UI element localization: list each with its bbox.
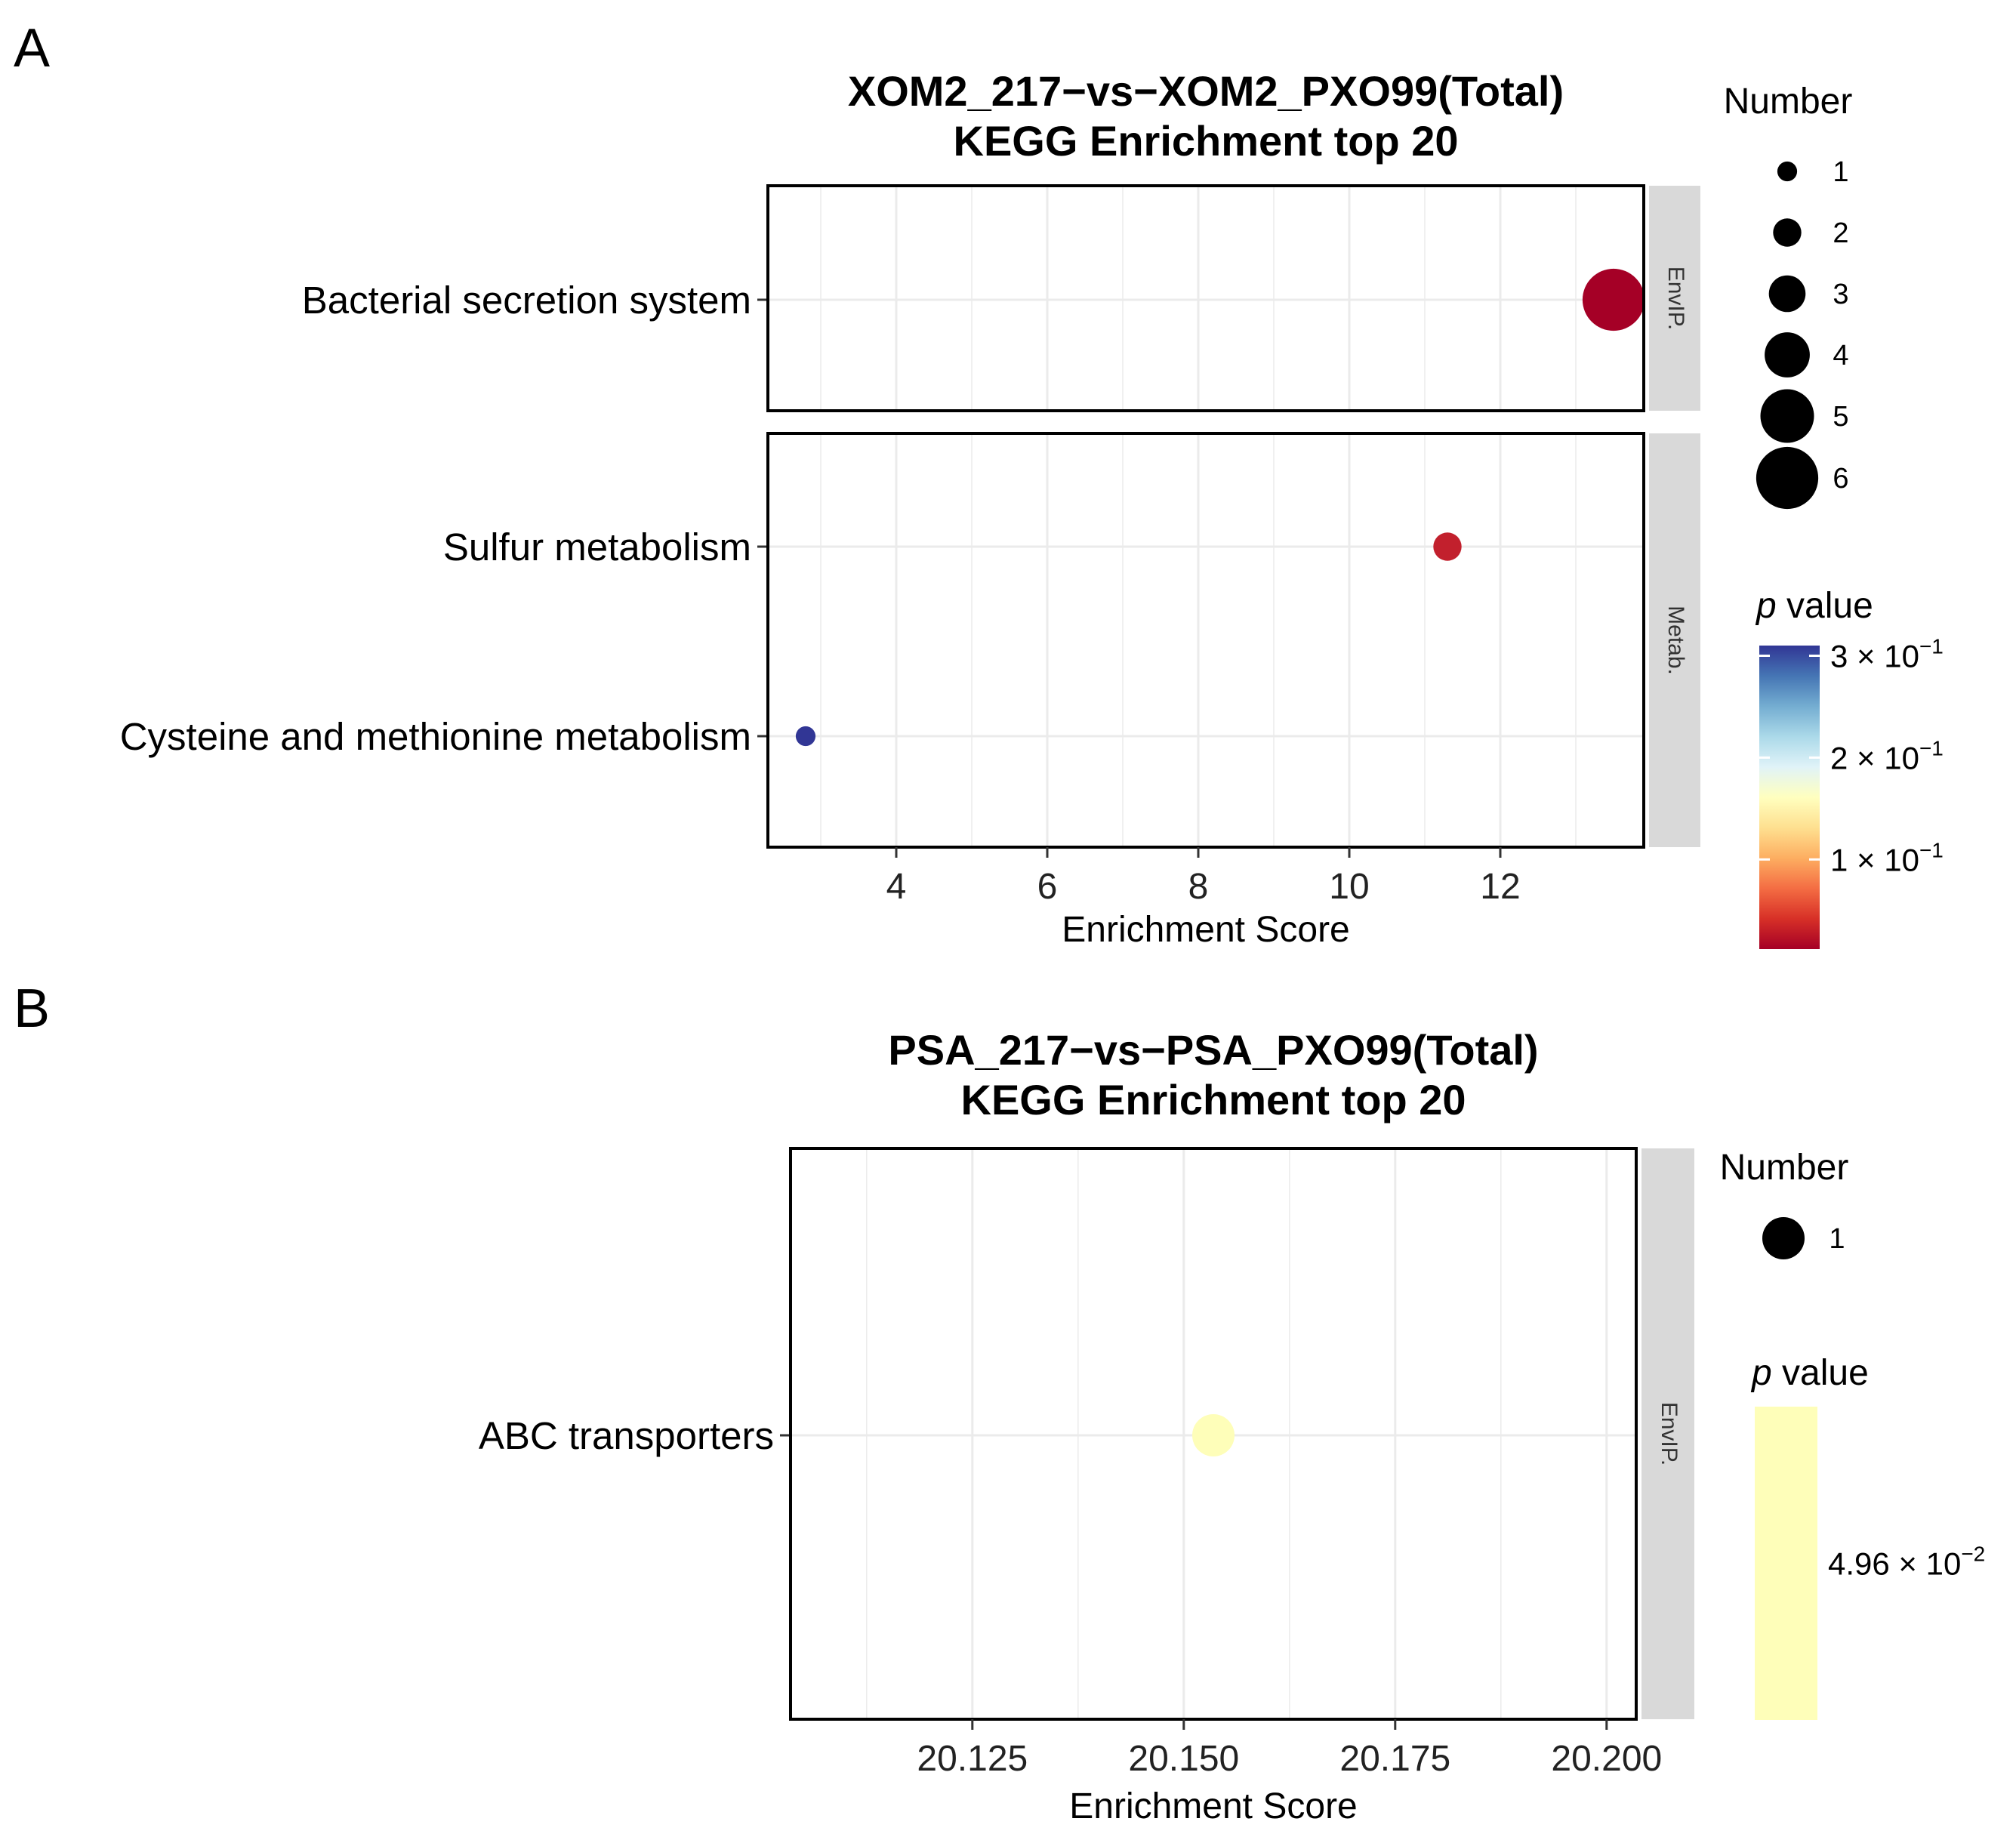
colorbar-tick-base: 1 × 10 <box>1830 842 1919 877</box>
size-legend-label: 4 <box>1833 340 1848 371</box>
facet-strip-label: Metab. <box>1663 606 1688 675</box>
chart-title-line: XOM2_217−vs−XOM2_PXO99(Total) <box>848 67 1564 115</box>
size-legend-title: Number <box>1724 82 1853 122</box>
facet-strip-label: EnvIP. <box>1657 1402 1682 1466</box>
plot-background <box>768 433 1644 847</box>
y-tick-label: Cysteine and methionine metabolism <box>120 715 751 758</box>
colorbar-tick-base: 4.96 × 10 <box>1828 1546 1961 1582</box>
size-legend-label: 5 <box>1833 401 1848 433</box>
facet-strip <box>1649 186 1700 411</box>
size-legend-label: 1 <box>1833 156 1848 188</box>
x-tick-label: 4 <box>886 867 907 907</box>
y-tick-label: Sulfur metabolism <box>443 526 751 569</box>
facet-panel: Sulfur metabolism Cysteine and methionine… <box>120 432 1700 849</box>
colorbar-tick-base: 3 × 10 <box>1830 638 1919 673</box>
data-point <box>795 726 816 747</box>
facet-panel: Bacterial secretion system EnvIP. <box>302 184 1700 412</box>
size-legend-key <box>1777 161 1798 182</box>
x-tick-label: 12 <box>1480 867 1520 907</box>
panel-b: B PSA_217−vs−PSA_PXO99(Total)KEGG Enrichm… <box>14 979 1985 1826</box>
plot-background <box>768 186 1644 411</box>
facet-strip <box>1649 433 1700 847</box>
colorbar <box>1755 1407 1817 1720</box>
colorbar <box>1759 646 1820 949</box>
x-tick-label: 20.125 <box>917 1739 1028 1779</box>
color-legend-title: p value <box>1755 586 1873 626</box>
chart-title-line: KEGG Enrichment top 20 <box>961 1076 1466 1123</box>
size-legend-label: 6 <box>1833 463 1848 495</box>
size-legend-label: 3 <box>1833 279 1848 310</box>
size-legend-key <box>1773 218 1802 247</box>
panel-letter: B <box>14 979 50 1039</box>
size-legend-key <box>1762 1217 1805 1259</box>
chart-title-line: PSA_217−vs−PSA_PXO99(Total) <box>888 1026 1538 1074</box>
size-legend-key <box>1756 446 1819 510</box>
x-axis-title: Enrichment Score <box>1069 1786 1358 1826</box>
size-legend-label: 1 <box>1829 1223 1845 1255</box>
x-tick-label: 6 <box>1037 867 1058 907</box>
plot-frame <box>766 432 1645 849</box>
y-tick-label: Bacterial secretion system <box>302 279 751 322</box>
plot-frame <box>766 184 1645 412</box>
colorbar-tick-exponent: −1 <box>1919 838 1944 861</box>
color-legend-title-rest: value <box>1777 586 1873 626</box>
color-legend-title-italic: p <box>1755 586 1777 626</box>
x-tick-label: 20.200 <box>1551 1739 1662 1779</box>
colorbar-tick-label: 2 × 10−1 <box>1830 736 1944 775</box>
colorbar-tick-exponent: −2 <box>1961 1543 1985 1566</box>
panel-letter: A <box>14 18 50 79</box>
size-legend-label: 2 <box>1833 217 1848 249</box>
colorbar-tick-label: 4.96 × 10−2 <box>1828 1543 1985 1582</box>
colorbar-tick-label: 1 × 10−1 <box>1830 838 1944 877</box>
facet-strip-label: EnvIP. <box>1663 267 1688 331</box>
color-legend-title-rest: value <box>1772 1353 1869 1393</box>
chart-title-line: KEGG Enrichment top 20 <box>954 117 1459 165</box>
x-tick-label: 20.175 <box>1339 1739 1450 1779</box>
colorbar-tick-base: 2 × 10 <box>1830 740 1919 775</box>
size-legend-key <box>1765 332 1810 378</box>
data-point <box>1192 1414 1235 1456</box>
size-legend-key <box>1768 275 1806 313</box>
size-legend-title: Number <box>1720 1148 1849 1188</box>
y-tick-label: ABC transporters <box>479 1414 774 1457</box>
color-legend-title: p value <box>1750 1353 1869 1393</box>
data-point <box>1433 532 1462 561</box>
x-tick-label: 10 <box>1329 867 1369 907</box>
facet-strip <box>1641 1148 1694 1719</box>
plot-frame <box>789 1147 1638 1721</box>
size-legend-key <box>1760 389 1814 443</box>
x-axis-title: Enrichment Score <box>1062 910 1350 950</box>
colorbar-tick-exponent: −1 <box>1919 634 1944 658</box>
data-point <box>1582 268 1645 331</box>
colorbar-tick-label: 3 × 10−1 <box>1830 634 1944 673</box>
color-legend-title-italic: p <box>1750 1353 1772 1393</box>
x-tick-label: 8 <box>1188 867 1209 907</box>
colorbar-tick-exponent: −1 <box>1919 736 1944 760</box>
panel-a: A XOM2_217−vs−XOM2_PXO99(Total)KEGG Enric… <box>14 18 1944 950</box>
facet-panel: ABC transporters EnvIP. <box>479 1147 1694 1721</box>
x-tick-label: 20.150 <box>1128 1739 1239 1779</box>
